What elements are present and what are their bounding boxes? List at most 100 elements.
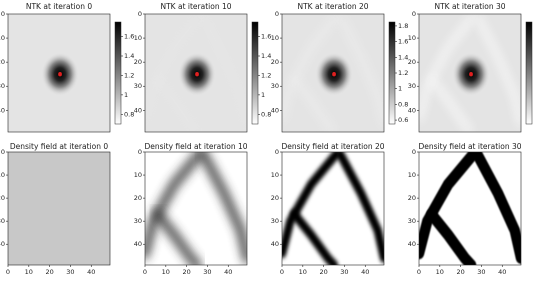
colorbar-tick-label: 1.2 — [398, 69, 408, 77]
panel-title: Density field at iteration 20 — [282, 142, 385, 151]
feature — [419, 152, 479, 260]
heatmap-image — [282, 14, 384, 132]
feature — [475, 14, 521, 126]
feature — [282, 152, 341, 259]
y-tick-label: 0 — [1, 148, 5, 156]
center-point — [332, 72, 336, 77]
y-tick-label: 10 — [134, 171, 142, 179]
heatmap-content — [8, 152, 110, 265]
feature — [290, 209, 339, 265]
panel-title: NTK at iteration 10 — [160, 2, 231, 11]
y-tick-label: 10 — [271, 34, 279, 42]
y-tick-label: 10 — [0, 34, 5, 42]
heatmap-content — [419, 152, 521, 265]
x-tick-label: 30 — [340, 268, 348, 276]
colorbar — [251, 21, 259, 125]
x-tick-label: 40 — [87, 268, 95, 276]
colorbar — [388, 21, 396, 125]
feature — [282, 14, 338, 121]
panel-title: Density field at iteration 30 — [419, 142, 522, 151]
y-tick-label: 0 — [275, 10, 279, 18]
x-tick-label: 40 — [498, 268, 506, 276]
colorbar-tick-label: 1.6 — [261, 33, 271, 41]
panel-title: NTK at iteration 0 — [26, 2, 92, 11]
feature — [145, 152, 205, 260]
y-tick-label: 30 — [271, 217, 279, 225]
heatmap-image — [145, 14, 247, 132]
x-tick-label: 30 — [203, 268, 211, 276]
feature — [426, 208, 477, 265]
y-tick-label: 30 — [0, 82, 5, 90]
y-tick-label: 0 — [275, 148, 279, 156]
colorbar-tick-label: 0.8 — [398, 100, 408, 108]
axes-frame — [418, 151, 522, 266]
heatmap-content — [419, 14, 521, 132]
y-tick-label: 40 — [271, 240, 279, 248]
feature — [472, 152, 521, 264]
feature — [201, 15, 247, 126]
y-tick-label: 40 — [0, 240, 5, 248]
colorbar-tick-label: 0.8 — [124, 110, 134, 118]
feature — [292, 77, 336, 132]
axes-frame — [281, 13, 385, 133]
y-tick-label: 30 — [134, 82, 142, 90]
axes-frame — [7, 151, 111, 266]
y-tick-label: 30 — [134, 217, 142, 225]
feature — [152, 208, 203, 265]
x-tick-label: 30 — [66, 268, 74, 276]
y-tick-label: 20 — [271, 194, 279, 202]
x-tick-label: 0 — [417, 268, 421, 276]
x-tick-label: 40 — [224, 268, 232, 276]
y-tick-label: 0 — [412, 148, 416, 156]
colorbar-tick-label: 1.6 — [398, 38, 408, 46]
feature — [198, 152, 247, 264]
y-tick-label: 20 — [0, 194, 5, 202]
colorbar-tick-label: 1 — [398, 85, 402, 93]
y-tick-label: 10 — [0, 171, 5, 179]
y-tick-label: 40 — [408, 106, 416, 114]
y-tick-label: 10 — [408, 34, 416, 42]
y-tick-label: 20 — [134, 194, 142, 202]
y-tick-label: 20 — [408, 194, 416, 202]
x-tick-label: 20 — [319, 268, 327, 276]
y-tick-label: 10 — [134, 34, 142, 42]
colorbar — [525, 21, 533, 125]
y-tick-label: 30 — [408, 82, 416, 90]
y-tick-label: 20 — [134, 58, 142, 66]
axes-frame — [144, 151, 248, 266]
colorbar-tick-label: 1.4 — [261, 52, 271, 60]
x-tick-label: 20 — [456, 268, 464, 276]
y-tick-label: 40 — [134, 240, 142, 248]
y-tick-label: 30 — [271, 82, 279, 90]
colorbar-tick-label: 1.2 — [261, 71, 271, 79]
panel-title: Density field at iteration 0 — [10, 142, 108, 151]
heatmap-image — [282, 152, 384, 265]
colorbar — [114, 21, 122, 125]
heatmap-image — [419, 152, 521, 265]
heatmap-content — [8, 14, 110, 132]
feature — [156, 77, 199, 132]
y-tick-label: 40 — [271, 106, 279, 114]
y-tick-label: 30 — [0, 217, 5, 225]
feature — [419, 14, 476, 121]
axes-frame — [7, 13, 111, 133]
colorbar-tick-label: 1.4 — [124, 52, 134, 60]
center-point — [469, 72, 473, 77]
x-tick-label: 10 — [299, 268, 307, 276]
axes-frame — [281, 151, 385, 266]
heatmap-image — [145, 152, 247, 265]
center-point — [195, 72, 199, 77]
center-point — [58, 72, 62, 77]
x-tick-label: 10 — [162, 268, 170, 276]
heatmap-content — [282, 152, 384, 265]
y-tick-label: 0 — [1, 10, 5, 18]
heatmap-image — [8, 152, 110, 265]
x-tick-label: 40 — [361, 268, 369, 276]
colorbar-tick-label: 1.2 — [124, 71, 134, 79]
feature — [338, 15, 384, 126]
axes-frame — [418, 13, 522, 133]
x-tick-label: 0 — [6, 268, 10, 276]
x-tick-label: 0 — [143, 268, 147, 276]
